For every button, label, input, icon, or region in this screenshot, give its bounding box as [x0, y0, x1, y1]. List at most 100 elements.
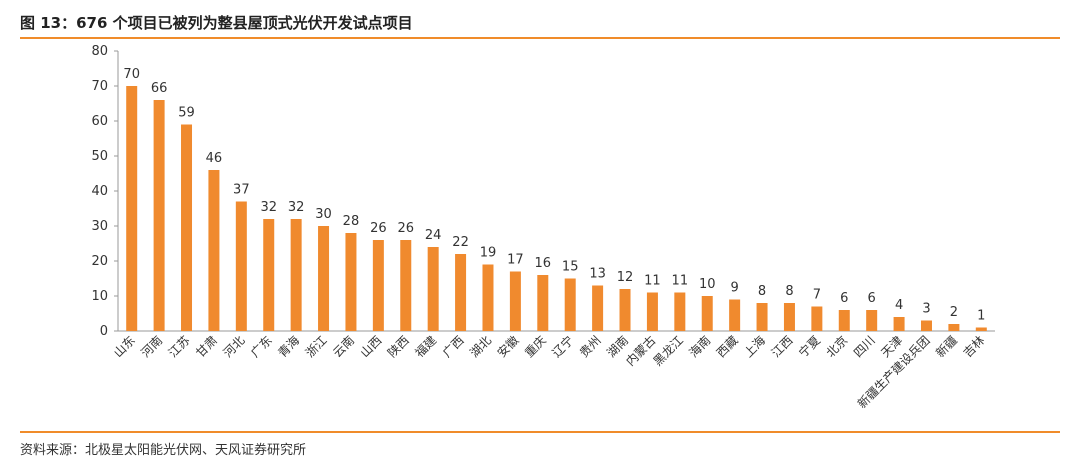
category-label: 安徽	[494, 333, 522, 361]
bar	[318, 226, 330, 331]
data-label: 17	[507, 253, 524, 268]
bars	[126, 86, 987, 331]
y-tick-label: 0	[100, 324, 108, 339]
bar	[400, 240, 412, 331]
data-label: 22	[452, 235, 469, 250]
y-tick-label: 40	[91, 184, 108, 199]
data-label: 32	[288, 200, 305, 215]
data-label: 66	[151, 81, 168, 96]
category-label: 湖北	[467, 333, 495, 361]
bar	[920, 320, 932, 331]
data-label: 8	[758, 284, 766, 299]
data-label: 46	[206, 151, 223, 166]
data-label: 19	[480, 246, 497, 261]
bar	[948, 324, 960, 331]
y-tick-label: 50	[91, 149, 108, 164]
category-label: 浙江	[303, 333, 330, 360]
data-label: 9	[731, 281, 739, 296]
category-label: 宁夏	[795, 333, 823, 361]
bar	[646, 292, 658, 331]
category-label: 河南	[138, 333, 166, 361]
category-label: 河北	[221, 333, 248, 360]
bar	[975, 327, 987, 331]
bar	[838, 310, 850, 331]
category-label: 云南	[329, 333, 357, 361]
data-label: 32	[260, 200, 277, 215]
category-label: 重庆	[522, 333, 549, 360]
bar	[509, 271, 521, 331]
data-label: 7	[813, 288, 821, 303]
data-label: 15	[562, 260, 579, 275]
category-label: 内蒙古	[622, 333, 658, 369]
bar	[235, 201, 247, 331]
data-label: 30	[315, 207, 332, 222]
bar	[153, 100, 165, 331]
bottom-rule	[20, 431, 1060, 433]
category-label: 黑龙江	[651, 333, 686, 368]
data-label: 10	[699, 277, 716, 292]
category-label: 山西	[358, 333, 385, 360]
y-tick-label: 30	[91, 219, 108, 234]
data-label: 3	[922, 302, 930, 317]
bar	[427, 247, 439, 331]
category-label: 北京	[824, 333, 851, 360]
data-label: 70	[123, 67, 140, 82]
category-label: 青海	[275, 333, 303, 361]
data-label: 4	[895, 298, 903, 313]
bar	[619, 289, 631, 331]
y-tick-label: 70	[91, 79, 108, 94]
category-label: 陕西	[384, 333, 412, 361]
data-label: 13	[589, 267, 606, 282]
data-label: 11	[644, 274, 661, 289]
category-label: 四川	[851, 333, 878, 360]
bar	[482, 264, 494, 331]
category-label: 江苏	[166, 333, 193, 360]
data-label: 24	[425, 228, 442, 243]
data-label: 8	[785, 284, 793, 299]
y-tick-label: 20	[91, 254, 108, 269]
data-label: 26	[370, 221, 387, 236]
category-label: 上海	[741, 333, 769, 361]
category-label: 广东	[248, 333, 275, 360]
top-rule	[20, 37, 1060, 39]
bar	[564, 278, 576, 331]
y-tick-label: 80	[91, 44, 108, 59]
data-label: 1	[977, 309, 985, 324]
category-label: 新疆	[932, 333, 960, 361]
bar	[811, 306, 823, 331]
category-label: 吉林	[961, 333, 988, 360]
bar	[537, 275, 549, 331]
bar	[290, 219, 302, 331]
bar	[729, 299, 741, 331]
bar	[455, 254, 467, 331]
bar	[208, 170, 220, 331]
y-tick-label: 60	[91, 114, 108, 129]
bar	[372, 240, 384, 331]
data-label: 16	[535, 256, 552, 271]
bar	[783, 303, 795, 331]
data-label: 37	[233, 183, 250, 198]
bar	[701, 296, 713, 331]
category-label: 江西	[769, 333, 796, 360]
category-label: 甘肃	[193, 333, 220, 360]
y-tick-label: 10	[91, 289, 108, 304]
data-label: 6	[840, 291, 848, 306]
data-label: 2	[950, 305, 958, 320]
bar	[674, 292, 686, 331]
category-label: 贵州	[577, 333, 604, 360]
source-note: 资料来源：北极星太阳能光伏网、天风证券研究所	[20, 443, 307, 458]
bar	[345, 233, 357, 331]
data-label: 6	[868, 291, 876, 306]
bar	[263, 219, 275, 331]
bar	[181, 124, 193, 331]
data-label: 12	[617, 270, 634, 285]
category-label: 海南	[686, 333, 714, 361]
category-label: 山东	[111, 333, 138, 360]
bar	[893, 317, 905, 331]
chart-title: 图 13：676 个项目已被列为整县屋顶式光伏开发试点项目	[20, 14, 413, 32]
category-labels: 山东 河南 江苏 甘肃 河北 广东 青海 浙江 云南 山西 陕西 福建 广西 湖北 安徽 重庆 辽宁 贵州 湖南内蒙…	[111, 333, 987, 411]
category-label: 辽宁	[549, 333, 577, 361]
bar	[756, 303, 768, 331]
